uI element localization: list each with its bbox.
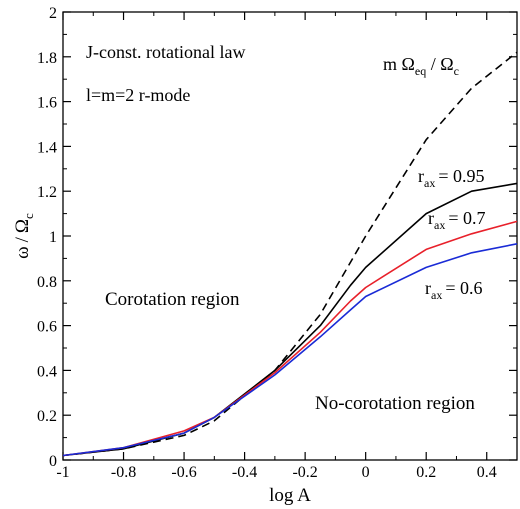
x-tick-label: 0.2: [416, 464, 436, 481]
x-tick-label: -0.8: [111, 464, 136, 481]
series-label-value: = 0.95: [438, 166, 484, 186]
series-line-0: [62, 51, 518, 457]
series-label-sub2: c: [454, 64, 459, 78]
series-label-value: = 0.6: [445, 278, 482, 298]
x-tick-label: -0.6: [171, 464, 196, 481]
x-tick-label: -0.2: [292, 464, 317, 481]
series-label-slash: / Ω: [426, 54, 453, 74]
y-tick-label: 0: [49, 453, 57, 470]
x-tick-label: 0: [362, 464, 370, 481]
series-label-value: = 0.7: [448, 208, 485, 228]
annotation-no-corotation: No-corotation region: [315, 393, 475, 414]
series-label-sub: eq: [415, 64, 426, 78]
series-label-rax-095: rax = 0.95: [418, 166, 484, 190]
y-tick-label: 1.8: [37, 50, 57, 67]
x-tick-label: 0.4: [477, 464, 497, 481]
annotation-corotation: Corotation region: [105, 289, 240, 310]
x-tick-label: -1: [56, 464, 69, 481]
x-tick-label: -0.4: [232, 464, 257, 481]
series-label-m-omega-eq: m Ωeq / Ωc: [383, 54, 459, 78]
y-tick-label: 1.6: [37, 95, 57, 112]
annotation-mode: l=m=2 r-mode: [86, 85, 190, 105]
series-label-rax-07: rax = 0.7: [428, 208, 485, 232]
ticks: -1 -0.8 -0.6 -0.4 -0.2 0 0.2 0.4 0 0.2 0.4 0.6 0.8 1 1…: [37, 5, 517, 481]
series-label-main: r: [418, 166, 424, 186]
y-tick-label: 1.4: [37, 139, 57, 156]
annotation-law: J-const. rotational law: [86, 42, 245, 62]
series-label-sub: ax: [434, 218, 445, 232]
y-tick-label: 1.2: [37, 184, 57, 201]
series-label-sub: ax: [431, 288, 442, 302]
y-tick-label: 0.2: [37, 408, 57, 425]
series-lines: [62, 51, 518, 457]
y-axis-label-omega: ω: [12, 246, 33, 259]
y-tick-label: 0.6: [37, 319, 57, 336]
x-axis-label: log A: [269, 485, 311, 506]
series-label-main: r: [428, 208, 434, 228]
y-tick-label: 2: [49, 5, 57, 22]
y-tick-label: 1: [49, 229, 57, 246]
series-label-rax-06: rax = 0.6: [425, 278, 482, 302]
y-tick-label: 0.4: [37, 363, 57, 380]
series-label-main: r: [425, 278, 431, 298]
y-axis-label-Omega: Ω: [12, 219, 33, 233]
y-tick-label: 0.8: [37, 274, 57, 291]
y-axis-label-sub: c: [21, 213, 36, 219]
series-line-2: [62, 220, 518, 457]
series-label-sub: ax: [424, 176, 435, 190]
series-line-3: [62, 243, 518, 457]
y-axis-label: ω / Ωc: [12, 213, 36, 259]
y-axis-label-slash: /: [12, 236, 33, 242]
series-label-main: m Ω: [383, 54, 415, 74]
